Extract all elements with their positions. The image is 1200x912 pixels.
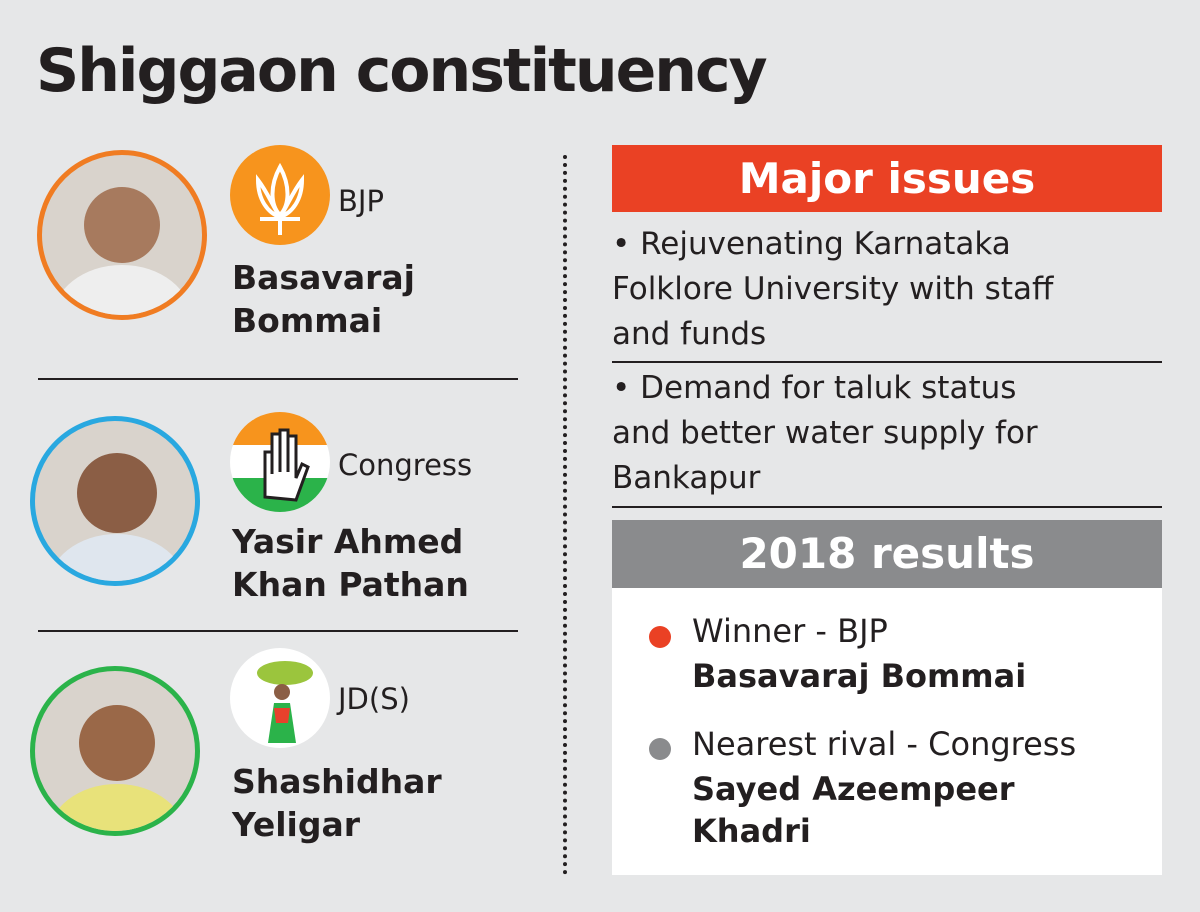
results-header: 2018 results	[612, 520, 1162, 588]
candidate-name: Yasir Ahmed Khan Pathan	[232, 520, 469, 606]
party-name: Congress	[338, 448, 473, 482]
name-line: Yasir Ahmed	[232, 522, 464, 561]
issue-item: • Demand for taluk status and better wat…	[612, 370, 1038, 496]
separator	[612, 506, 1162, 508]
separator	[612, 361, 1162, 363]
winner-dot	[649, 626, 671, 648]
lotus-icon	[255, 162, 305, 235]
hand-icon	[263, 428, 310, 502]
candidate-photo	[30, 666, 200, 836]
party-logo	[230, 145, 330, 245]
photo-silhouette	[52, 187, 192, 315]
name-line: Khan Pathan	[232, 565, 469, 604]
separator	[38, 378, 518, 380]
results-box	[612, 588, 1162, 875]
photo-silhouette	[47, 705, 187, 831]
name-line: Basavaraj	[232, 258, 415, 297]
rival-dot	[649, 738, 671, 760]
name-line: Yeligar	[232, 805, 361, 844]
separator	[38, 630, 518, 632]
candidate-photo	[37, 150, 207, 320]
farmer-icon	[257, 661, 313, 743]
rival-name: Sayed Azeempeer Khadri	[692, 770, 1015, 850]
column-divider	[563, 155, 567, 875]
party-name: BJP	[338, 184, 384, 218]
candidate-name: Shashidhar Yeligar	[232, 760, 442, 846]
name-line: Shashidhar	[232, 762, 442, 801]
title: Shiggaon constituency	[36, 36, 768, 106]
candidate-name: Basavaraj Bommai	[232, 256, 415, 342]
party-logo	[230, 412, 330, 512]
party-logo	[230, 648, 330, 748]
photo-silhouette	[47, 453, 187, 581]
winner-name: Basavaraj Bommai	[692, 657, 1027, 695]
issues-header: Major issues	[612, 145, 1162, 212]
candidate-photo	[30, 416, 200, 586]
name-line: Bommai	[232, 301, 383, 340]
issue-item: • Rejuvenating Karnataka Folklore Univer…	[612, 226, 1054, 352]
party-name: JD(S)	[338, 682, 410, 716]
rival-label: Nearest rival - Congress	[692, 725, 1077, 763]
winner-label: Winner - BJP	[692, 612, 888, 650]
